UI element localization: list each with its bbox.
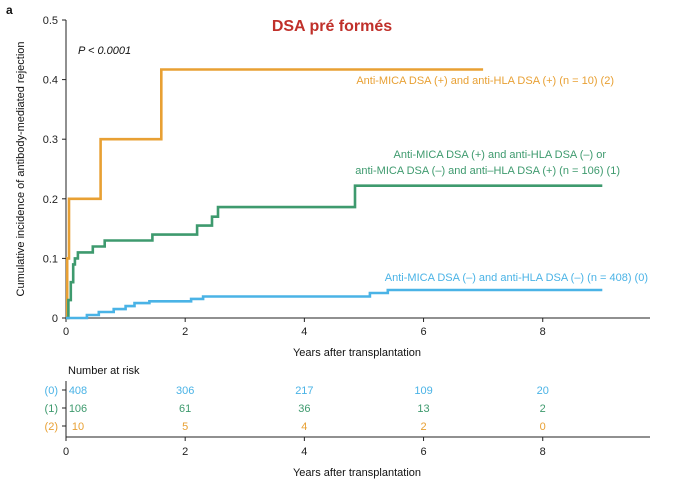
x-ticks: 0 2 4 6 8 [63, 318, 546, 338]
risk-cell: 2 [540, 403, 546, 415]
risk-rows: (0) 408 306 217 109 20(1) 106 61 36 13 2(2) 10 5 4 2 0 [45, 385, 549, 433]
risk-row-label: (2) [45, 421, 58, 433]
y-tick-label: 0.3 [43, 134, 58, 146]
risk-row-label: (1) [45, 403, 58, 415]
x-tick-label: 4 [301, 326, 307, 338]
y-tick-label: 0.1 [43, 253, 58, 265]
main-plot: 0 0.1 0.2 0.3 0.4 0.5 0 2 4 6 8 Anti-MICA DSA (+)… [15, 15, 650, 359]
risk-cell: 109 [414, 385, 432, 397]
x-tick-label: 8 [540, 326, 546, 338]
risk-x-tick-label: 6 [420, 446, 426, 458]
risk-cell: 0 [540, 421, 546, 433]
risk-x-axis-label: Years after transplantation [293, 467, 421, 479]
risk-table-title: Number at risk [68, 365, 140, 377]
x-axis-label: Years after transplantation [293, 347, 421, 359]
risk-cell: 4 [301, 421, 307, 433]
y-ticks: 0 0.1 0.2 0.3 0.4 0.5 [43, 15, 66, 325]
risk-x-tick-label: 8 [540, 446, 546, 458]
risk-cell: 13 [417, 403, 429, 415]
risk-x-tick-label: 2 [182, 446, 188, 458]
series-labels: Anti-MICA DSA (+) and anti-HLA DSA (+) (… [355, 75, 648, 284]
risk-cell: 2 [420, 421, 426, 433]
y-tick-label: 0.4 [43, 75, 58, 87]
risk-cell: 106 [69, 403, 87, 415]
risk-cell: 10 [72, 421, 84, 433]
risk-x-tick-label: 0 [63, 446, 69, 458]
series-lines [65, 68, 603, 320]
risk-x-ticks: 0 2 4 6 8 [63, 437, 546, 458]
x-tick-label: 6 [420, 326, 426, 338]
risk-table: Number at risk (0) 408 306 217 109 20(1) 106 61… [45, 365, 650, 479]
risk-cell: 5 [182, 421, 188, 433]
risk-cell: 36 [298, 403, 310, 415]
risk-cell: 217 [295, 385, 313, 397]
risk-cell: 20 [537, 385, 549, 397]
x-tick-label: 2 [182, 326, 188, 338]
risk-cell: 306 [176, 385, 194, 397]
series-label-both-positive: Anti-MICA DSA (+) and anti-HLA DSA (+) (… [356, 75, 614, 87]
p-value: P < 0.0001 [78, 45, 131, 57]
risk-row-label: (0) [45, 385, 58, 397]
risk-cell: 61 [179, 403, 191, 415]
chart-title: DSA pré formés [272, 18, 392, 35]
series-label-one-positive-line2: anti-MICA DSA (–) and anti–HLA DSA (+) (… [355, 165, 620, 177]
risk-cell: 408 [69, 385, 87, 397]
x-tick-label: 0 [63, 326, 69, 338]
series-label-both-negative: Anti-MICA DSA (–) and anti-HLA DSA (–) (… [385, 272, 648, 284]
series-line-both-negative [66, 288, 603, 320]
series-label-one-positive-line1: Anti-MICA DSA (+) and anti-HLA DSA (–) o… [394, 149, 607, 161]
y-axis-label: Cumulative incidence of antibody-mediate… [15, 42, 27, 297]
y-tick-label: 0 [52, 313, 58, 325]
y-tick-label: 0.2 [43, 194, 58, 206]
series-line-both-positive [65, 68, 484, 320]
series-line-one-positive [66, 184, 603, 320]
panel-letter: a [6, 3, 13, 17]
risk-x-tick-label: 4 [301, 446, 307, 458]
y-tick-label: 0.5 [43, 15, 58, 27]
